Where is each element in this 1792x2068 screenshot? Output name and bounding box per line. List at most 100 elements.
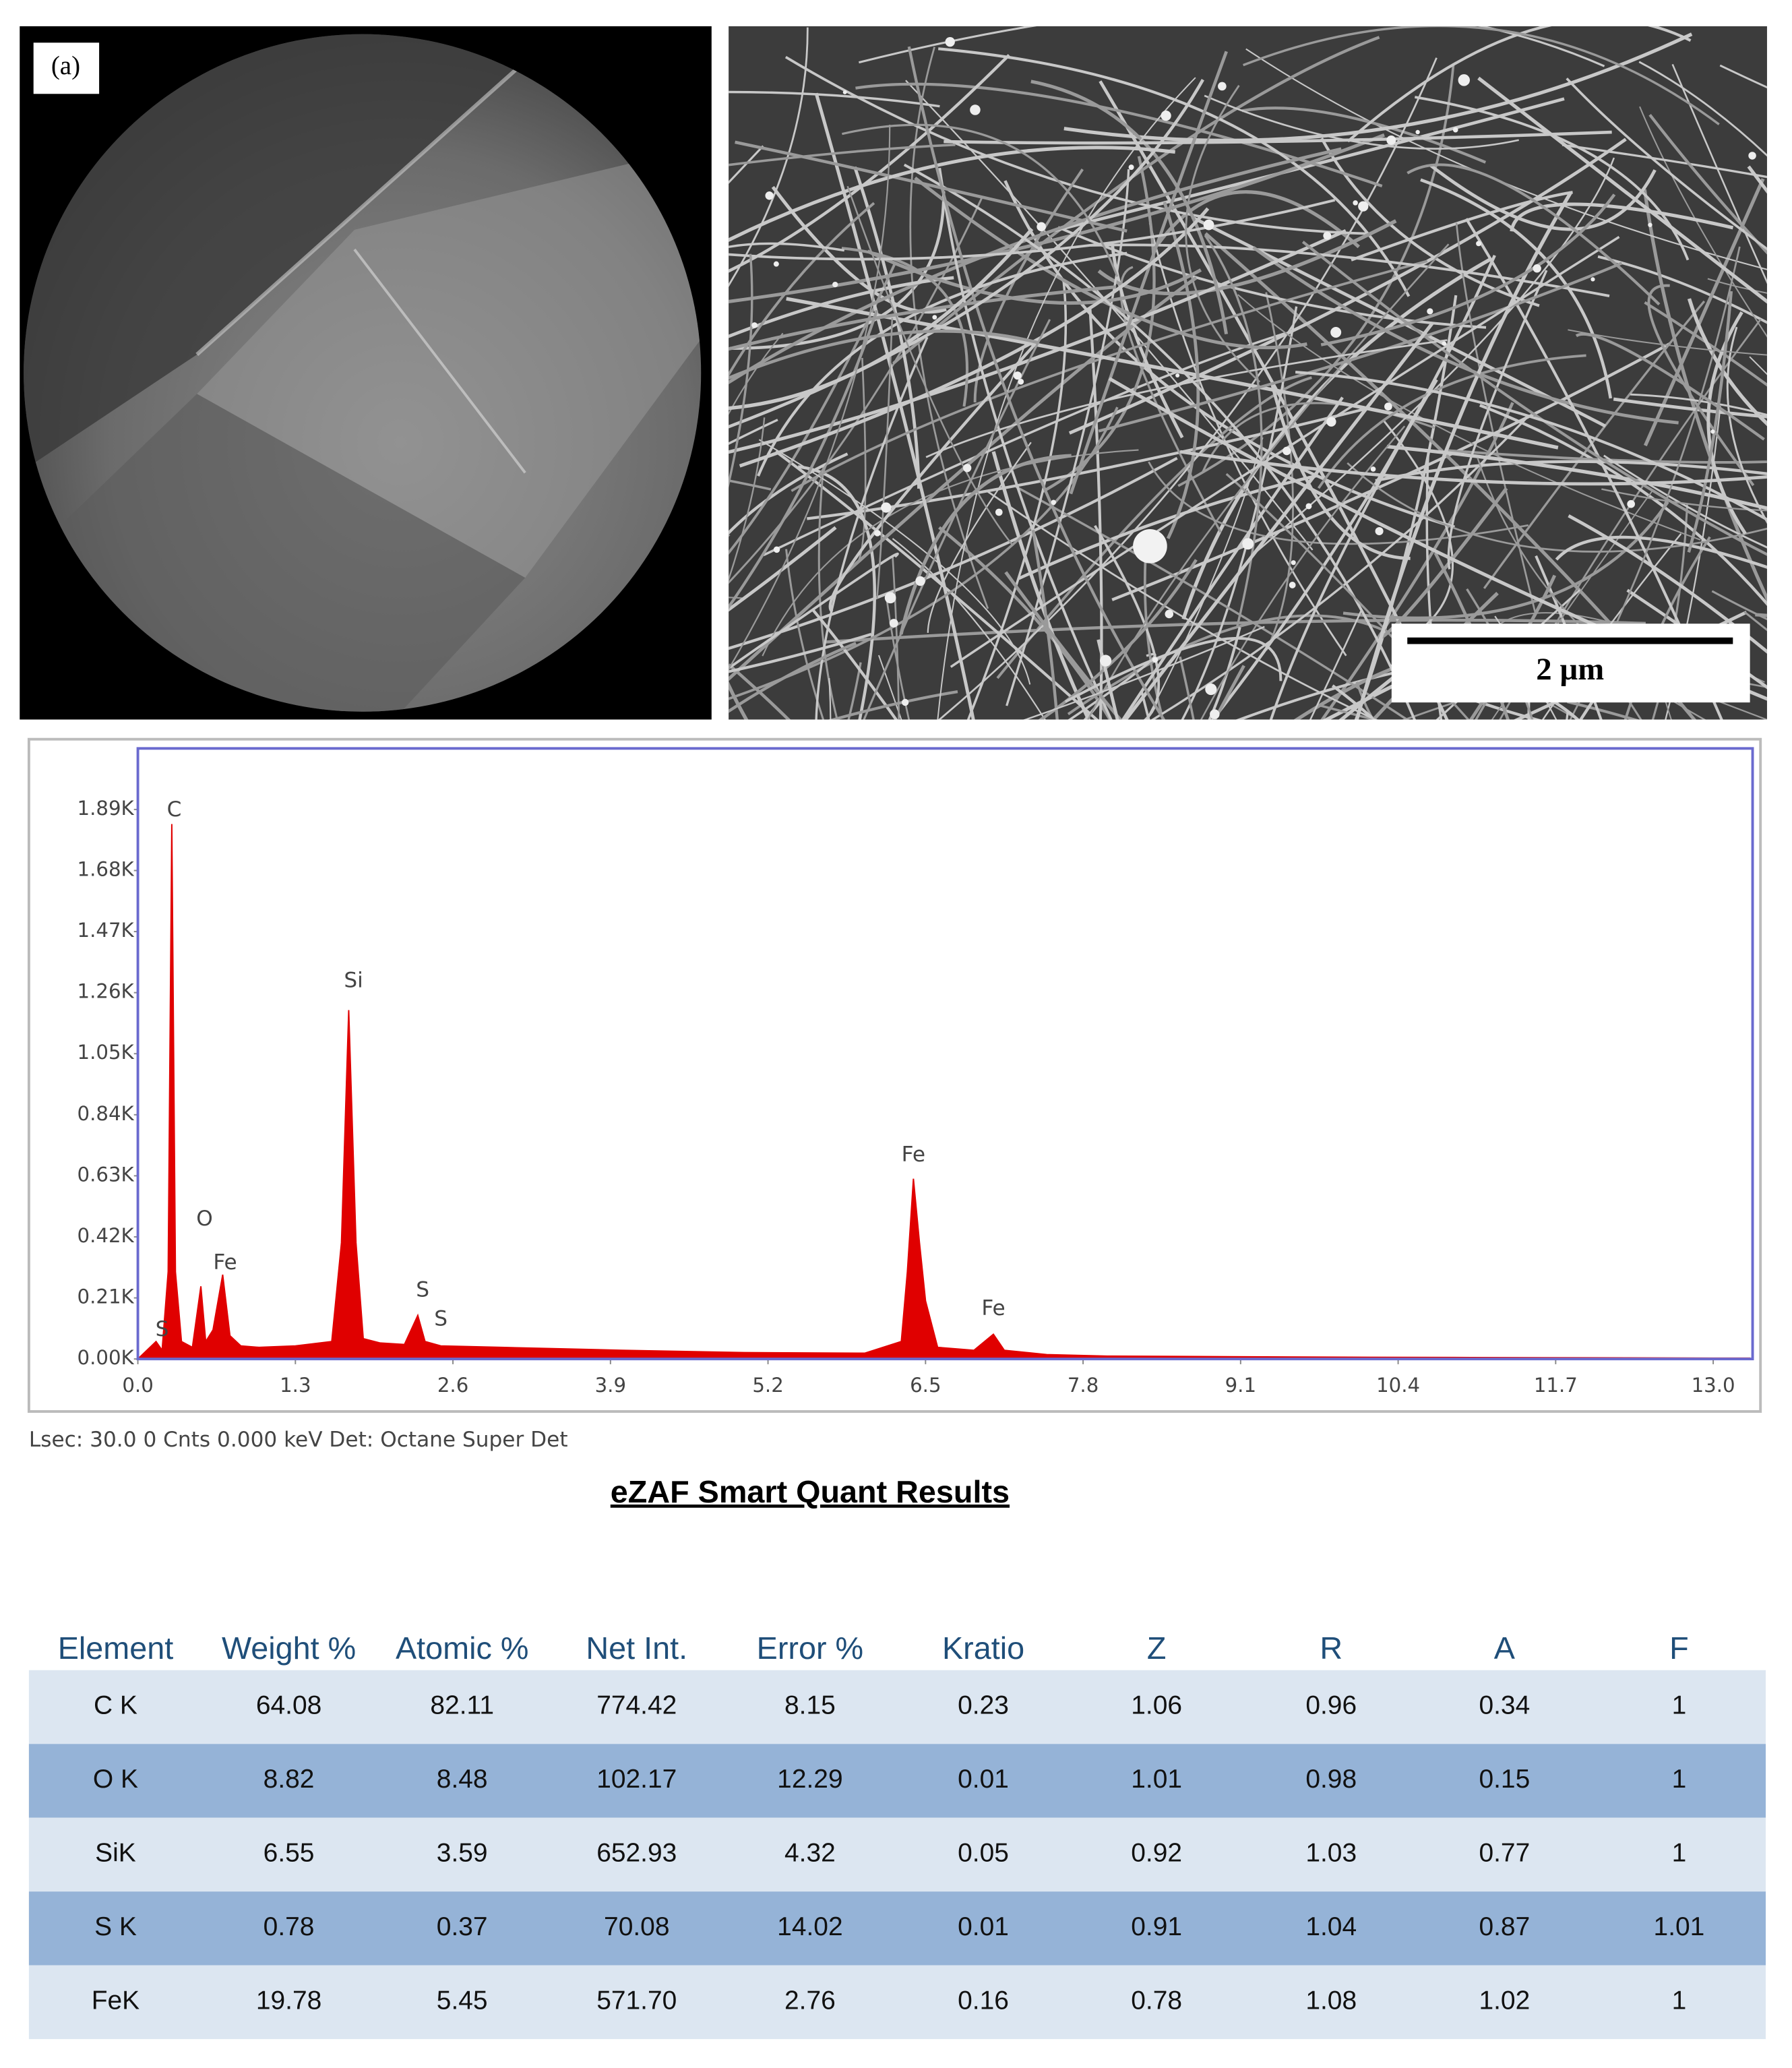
fiber — [985, 489, 1378, 720]
fiber — [791, 260, 1428, 492]
x-tick-label: 2.6 — [437, 1374, 468, 1397]
table-cell: 19.78 — [256, 1986, 321, 2015]
fiber — [1638, 61, 1767, 157]
fiber — [1030, 80, 1229, 335]
particle — [1175, 373, 1180, 378]
x-tick-label: 1.3 — [280, 1374, 311, 1397]
table-cell: C K — [94, 1691, 137, 1720]
fiber — [1038, 559, 1198, 720]
sem-image — [729, 26, 1767, 720]
table-cell: 1.03 — [1305, 1839, 1357, 1868]
panel-label: (a) — [51, 51, 80, 80]
table-header: Error % — [757, 1631, 863, 1666]
particle — [1128, 164, 1134, 171]
fiber — [1425, 453, 1443, 720]
particle — [1533, 264, 1541, 273]
fiber — [1069, 51, 1228, 495]
table-cell: 1.01 — [1654, 1912, 1705, 1941]
particle — [1370, 466, 1376, 472]
particle — [1386, 135, 1396, 145]
fiber — [729, 191, 946, 350]
fiber — [828, 690, 958, 720]
fiber — [1317, 354, 1586, 489]
fiber — [1447, 449, 1767, 464]
table-cell: 1.06 — [1131, 1691, 1182, 1720]
fiber — [1204, 94, 1519, 150]
table-header: Net Int. — [586, 1631, 687, 1666]
fiber — [1185, 85, 1261, 383]
peak-label: S — [416, 1278, 429, 1302]
y-tick-label: 1.89K — [78, 797, 135, 820]
y-tick-label: 0.21K — [78, 1285, 135, 1308]
fiber — [1347, 26, 1692, 143]
y-tick-label: 1.68K — [78, 857, 135, 880]
fiber — [1063, 32, 1693, 142]
particle — [881, 502, 892, 513]
table-cell: 3.59 — [437, 1839, 488, 1868]
x-tick-label: 5.2 — [752, 1374, 783, 1397]
table-header: Atomic % — [396, 1631, 528, 1666]
fiber — [729, 276, 1198, 681]
fiber — [729, 125, 891, 671]
fiber — [729, 144, 956, 166]
table-cell: 0.16 — [958, 1986, 1009, 2015]
y-tick-label: 1.47K — [78, 919, 135, 942]
fiber — [1671, 63, 1767, 284]
fiber — [1651, 504, 1689, 720]
fiber — [729, 242, 845, 252]
fiber — [729, 330, 1039, 380]
x-tick-label: 6.5 — [910, 1374, 941, 1397]
fiber — [1351, 191, 1573, 262]
fiber — [892, 555, 900, 720]
table-cell: 8.48 — [437, 1765, 488, 1794]
plot-border — [136, 747, 1754, 1361]
fiber — [925, 339, 1448, 458]
fiber — [1243, 26, 1720, 125]
particle — [1161, 110, 1171, 121]
fiber — [729, 90, 940, 108]
table-cell: 14.02 — [777, 1912, 842, 1941]
table-cell: 0.77 — [1479, 1839, 1530, 1868]
fiber — [1568, 514, 1767, 654]
peak-label: Fe — [981, 1296, 1005, 1320]
fiber — [1331, 684, 1376, 720]
particle — [751, 322, 758, 328]
table-cell: 0.34 — [1479, 1691, 1530, 1720]
particle — [1203, 219, 1214, 231]
table-cell: 8.82 — [264, 1765, 315, 1794]
table-cell: 1 — [1672, 1765, 1687, 1794]
fiber — [1094, 524, 1161, 720]
table-cell: 1 — [1672, 1986, 1687, 2015]
fiber — [1146, 437, 1264, 720]
fiber — [729, 417, 766, 582]
fiber — [1068, 138, 1627, 435]
fiber — [1566, 78, 1767, 251]
fiber — [1123, 322, 1435, 720]
fiber — [927, 442, 1032, 633]
fiber — [811, 609, 898, 720]
fiber — [1597, 255, 1767, 324]
particle — [1210, 709, 1220, 719]
fiber — [1200, 425, 1406, 720]
fiber — [1018, 474, 1319, 580]
table-cell: 0.92 — [1131, 1839, 1182, 1868]
fiber — [729, 526, 837, 612]
table-cell: 102.17 — [596, 1765, 677, 1794]
particle — [1018, 378, 1024, 385]
fiber — [729, 332, 784, 416]
fiber — [1568, 329, 1767, 356]
table-cell: FeK — [92, 1986, 140, 2015]
particle — [765, 191, 774, 200]
x-tick-label: 13.0 — [1692, 1374, 1735, 1397]
table-cell: 0.87 — [1479, 1912, 1530, 1941]
fiber — [1245, 48, 1767, 270]
fiber — [1295, 370, 1767, 522]
peak-label: S — [434, 1306, 447, 1331]
fiber — [729, 27, 809, 288]
particle — [1427, 308, 1433, 315]
table-cell: 0.98 — [1305, 1765, 1357, 1794]
table-cell: SiK — [95, 1839, 136, 1868]
fiber — [1087, 243, 1450, 720]
fiber — [729, 195, 984, 584]
x-tick-label: 11.7 — [1534, 1374, 1578, 1397]
